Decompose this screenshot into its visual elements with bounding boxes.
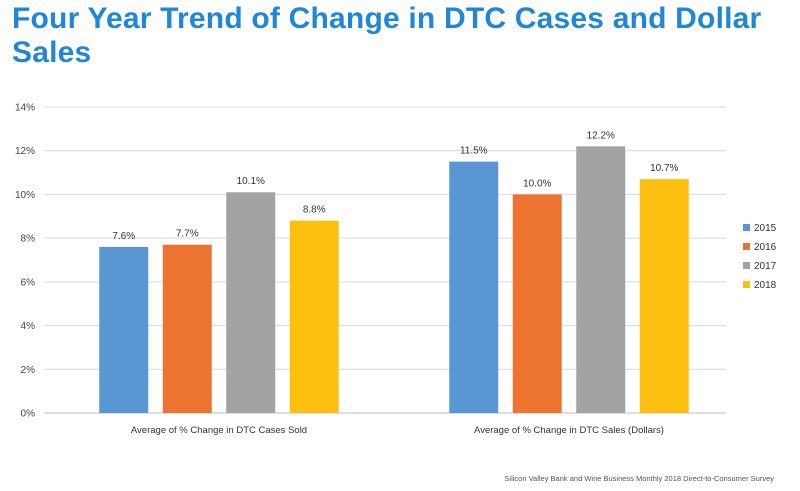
legend-label-2017: 2017 <box>754 261 777 272</box>
y-tick-label: 4% <box>21 321 36 332</box>
data-label: 10.0% <box>523 178 551 189</box>
x-category-label: Average of % Change in DTC Sales (Dollar… <box>474 425 664 436</box>
bars <box>99 146 689 414</box>
data-label: 7.6% <box>112 231 135 242</box>
legend-swatch-2018 <box>743 281 750 288</box>
legend-label-2018: 2018 <box>754 280 777 291</box>
data-label: 10.7% <box>650 163 678 174</box>
legend: 2015 2016 2017 2018 <box>743 223 777 291</box>
data-label: 10.1% <box>237 176 265 187</box>
bar-2015-cases <box>99 246 149 413</box>
bar-2016-sales <box>512 194 562 413</box>
x-category-label: Average of % Change in DTC Cases Sold <box>131 425 307 436</box>
legend-swatch-2016 <box>743 243 750 250</box>
bar-2018-cases <box>289 220 339 413</box>
bar-2017-sales <box>576 146 626 414</box>
data-labels: 7.6% 7.7% 10.1% 8.8% 11.5% 10.0% 12.2% 10.7% <box>112 130 678 242</box>
legend-label-2015: 2015 <box>754 223 777 234</box>
bar-2018-sales <box>639 179 689 413</box>
y-tick-label: 8% <box>21 234 36 245</box>
legend-swatch-2015 <box>743 224 750 231</box>
legend-swatch-2017 <box>743 262 750 269</box>
x-axis-category-labels: Average of % Change in DTC Cases Sold Ave… <box>131 425 664 436</box>
y-tick-label: 6% <box>21 277 36 288</box>
data-label: 7.7% <box>176 229 199 240</box>
y-tick-label: 2% <box>21 365 36 376</box>
bar-2017-cases <box>226 192 276 413</box>
bar-2016-cases <box>162 244 212 413</box>
chart-title: Four Year Trend of Change in DTC Cases a… <box>12 2 762 69</box>
y-tick-label: 14% <box>15 103 35 114</box>
y-tick-label: 12% <box>15 146 35 157</box>
data-label: 11.5% <box>460 146 488 157</box>
legend-label-2016: 2016 <box>754 242 777 253</box>
data-label: 8.8% <box>303 205 326 216</box>
data-label: 12.2% <box>587 130 615 141</box>
source-note: Silicon Valley Bank and Wine Business Mo… <box>504 474 774 483</box>
y-tick-label: 0% <box>21 409 36 420</box>
y-axis-tick-labels: 0% 2% 4% 6% 8% 10% 12% 14% <box>15 103 35 420</box>
y-tick-label: 10% <box>15 190 35 201</box>
bar-2015-sales <box>449 161 499 413</box>
